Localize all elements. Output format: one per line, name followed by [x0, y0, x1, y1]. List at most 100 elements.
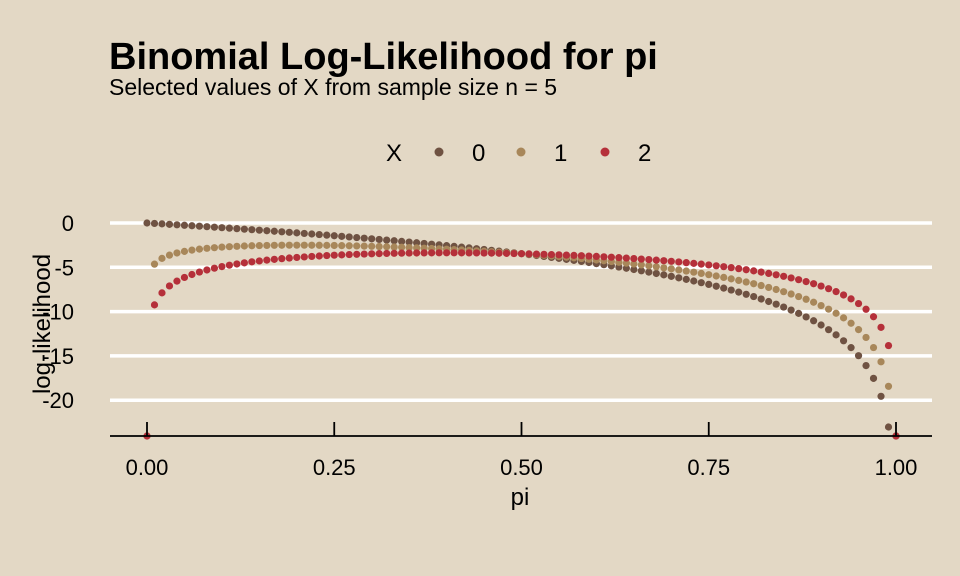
data-point-x0	[697, 279, 705, 287]
data-point-x0	[720, 284, 728, 292]
legend-key-0	[434, 147, 444, 157]
data-point-x0	[884, 423, 893, 431]
data-point-x1	[750, 280, 758, 288]
data-point-x0	[735, 288, 743, 296]
data-point-x1	[390, 243, 398, 251]
data-point-x2	[547, 250, 556, 259]
data-point-x2	[180, 273, 189, 282]
data-point-x2	[645, 255, 653, 264]
data-point-x2	[368, 250, 376, 258]
data-point-x2	[630, 254, 638, 263]
data-point-x2	[450, 249, 458, 257]
data-point-x1	[667, 265, 675, 273]
data-point-x0	[398, 237, 406, 246]
data-point-x2	[255, 257, 263, 265]
data-point-x2	[877, 323, 885, 331]
data-point-x2	[420, 249, 428, 257]
data-point-x2	[697, 260, 705, 268]
data-point-x1	[225, 243, 233, 251]
data-point-x2	[727, 264, 735, 272]
data-point-x0	[817, 321, 825, 329]
data-point-x0	[675, 274, 683, 282]
data-point-x1	[375, 242, 383, 251]
data-point-x2	[443, 249, 451, 257]
data-point-x0	[839, 337, 848, 345]
data-point-x1	[727, 275, 735, 283]
data-point-x1	[383, 243, 391, 251]
data-point-x0	[622, 264, 630, 272]
data-point-x1	[360, 242, 368, 250]
data-point-x0	[173, 221, 181, 229]
y-tick-label: -15	[42, 344, 74, 369]
data-point-x1	[735, 276, 743, 284]
data-point-x2	[562, 251, 571, 259]
data-point-x1	[637, 261, 645, 269]
data-point-x2	[555, 251, 563, 259]
data-point-x0	[225, 224, 233, 232]
data-point-x0	[824, 326, 833, 334]
data-point-x1	[869, 343, 878, 352]
data-point-x0	[862, 362, 870, 370]
data-point-x2	[884, 341, 893, 350]
data-point-x2	[390, 249, 398, 257]
data-point-x2	[622, 254, 630, 262]
data-point-x1	[630, 260, 638, 268]
data-point-x2	[173, 277, 181, 285]
data-point-x0	[772, 300, 780, 308]
data-point-x2	[413, 249, 421, 257]
data-point-x1	[413, 244, 421, 252]
data-point-x1	[765, 283, 773, 292]
data-point-x0	[645, 268, 653, 276]
data-point-x1	[330, 241, 338, 250]
x-tick-label: 1.00	[875, 455, 918, 480]
data-point-x0	[338, 232, 346, 240]
data-point-x2	[278, 255, 286, 263]
data-points	[143, 219, 900, 440]
data-point-x2	[323, 251, 331, 260]
data-point-x2	[435, 249, 443, 257]
data-point-x2	[293, 253, 301, 262]
legend-label-2: 2	[638, 140, 651, 167]
data-point-x0	[712, 282, 720, 290]
data-point-x0	[802, 313, 810, 321]
data-point-x2	[487, 249, 496, 257]
data-point-x1	[810, 298, 818, 306]
data-point-x2	[607, 253, 615, 261]
data-point-x1	[293, 241, 301, 249]
data-point-x1	[300, 241, 308, 249]
data-point-x2	[780, 272, 788, 280]
data-point-x1	[338, 242, 346, 250]
y-axis-title: log-likelihood	[29, 254, 56, 394]
data-point-x1	[315, 241, 323, 249]
data-point-x2	[787, 274, 795, 282]
data-point-x2	[712, 262, 720, 270]
data-point-x1	[652, 263, 660, 271]
data-point-x0	[300, 229, 308, 238]
y-tick-label: -20	[42, 388, 74, 413]
data-point-x1	[248, 242, 256, 250]
data-point-x1	[398, 243, 406, 251]
data-point-x1	[180, 247, 189, 255]
data-point-x0	[195, 222, 204, 230]
data-point-x2	[532, 250, 541, 258]
data-point-x1	[263, 241, 271, 250]
data-point-x2	[637, 255, 645, 263]
data-point-x0	[368, 235, 376, 243]
data-point-x2	[652, 256, 660, 264]
data-point-x0	[360, 234, 368, 242]
data-point-x1	[862, 333, 870, 342]
data-point-x0	[660, 271, 668, 279]
data-point-x0	[143, 219, 151, 227]
data-point-x2	[735, 265, 743, 273]
data-point-x2	[600, 253, 608, 261]
y-axis: 0 -5 -10 -15 -20	[42, 211, 74, 413]
data-point-x0	[413, 239, 421, 247]
data-point-x2	[300, 253, 308, 261]
data-point-x0	[188, 222, 196, 230]
data-point-x2	[502, 249, 511, 257]
data-point-x2	[742, 266, 750, 274]
data-point-x1	[757, 281, 765, 290]
data-point-x2	[705, 261, 713, 269]
data-point-x0	[383, 236, 391, 244]
